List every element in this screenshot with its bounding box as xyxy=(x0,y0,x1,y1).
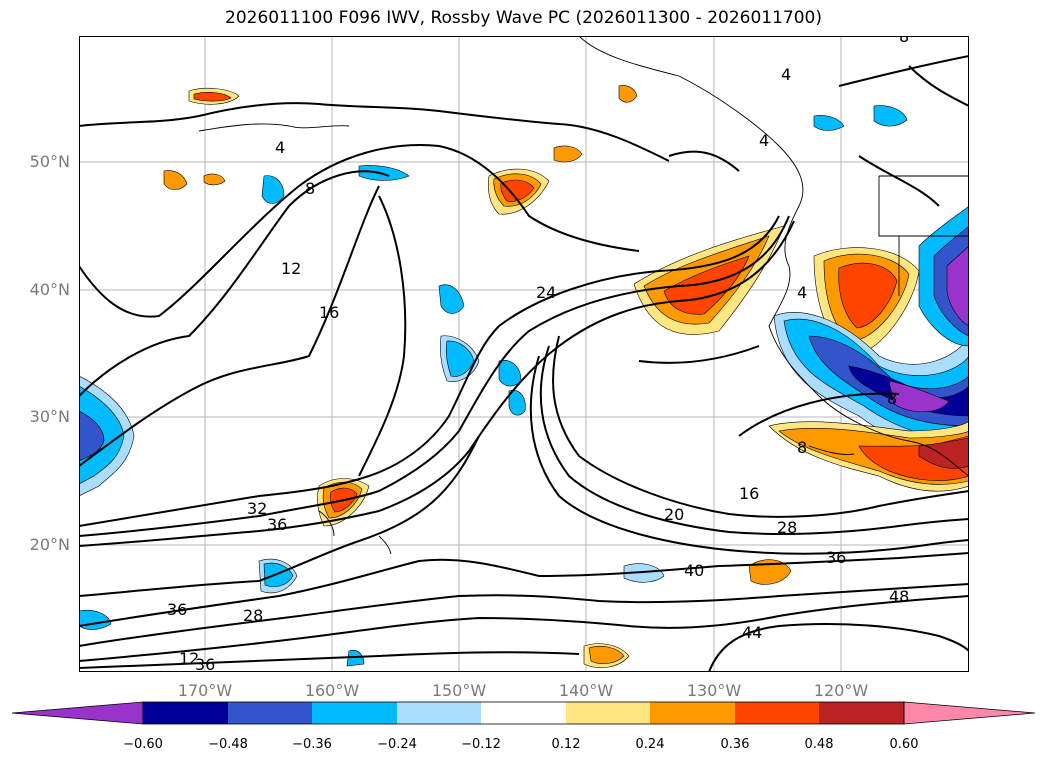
colorbar-tick-label: −0.24 xyxy=(377,737,417,752)
contour-label: 4 xyxy=(759,131,769,150)
contour-label: 24 xyxy=(536,283,556,302)
lon-label-120w: 120°W xyxy=(813,681,869,700)
contour-label: 16 xyxy=(319,303,339,322)
contour-label: 4 xyxy=(781,65,791,84)
lat-label-20n: 20°N xyxy=(29,535,70,554)
contour-labels: 4 8 12 16 24 36 36 28 16 20 28 36 40 44 … xyxy=(167,36,909,672)
lat-label-30n: 30°N xyxy=(29,407,70,426)
contour-label: 44 xyxy=(742,623,762,642)
colorbar-bin xyxy=(397,702,481,724)
map-panel: 4 8 12 16 24 36 36 28 16 20 28 36 40 44 … xyxy=(79,36,969,672)
contour-label: 12 xyxy=(281,259,301,278)
iwv-contours xyxy=(79,55,969,672)
colorbar xyxy=(11,701,1036,725)
contour-label: 48 xyxy=(889,587,909,606)
contour-label: 28 xyxy=(243,606,263,625)
map-svg: 4 8 12 16 24 36 36 28 16 20 28 36 40 44 … xyxy=(79,36,969,672)
lon-label-130w: 130°W xyxy=(686,681,742,700)
colorbar-bin xyxy=(143,702,228,724)
contour-label: 16 xyxy=(739,484,759,503)
lon-label-170w: 170°W xyxy=(177,681,233,700)
contour-label: 20 xyxy=(664,505,684,524)
colorbar-bin xyxy=(566,702,650,724)
colorbar-tick-label: 0.36 xyxy=(720,737,750,752)
contour-label: 36 xyxy=(195,655,215,672)
colorbar-tick-label: −0.48 xyxy=(208,737,248,752)
contour-label: 8 xyxy=(899,36,909,46)
colorbar-bin xyxy=(481,702,566,724)
contour-label: 4 xyxy=(797,283,807,302)
lat-label-40n: 40°N xyxy=(29,280,70,299)
colorbar-tick-label: 0.24 xyxy=(635,737,665,752)
colorbar-bin xyxy=(819,702,904,724)
figure-title: 2026011100 F096 IWV, Rossby Wave PC (202… xyxy=(225,8,822,28)
colorbar-tick-label: −0.12 xyxy=(461,737,501,752)
contour-label: 40 xyxy=(684,561,704,580)
colorbar-tick-label: −0.60 xyxy=(123,737,163,752)
colorbar-tick-label: 0.60 xyxy=(889,737,919,752)
coastlines xyxy=(198,36,969,555)
anomaly-fills xyxy=(79,85,969,669)
gridlines xyxy=(79,36,969,672)
colorbar-tick-label: 0.48 xyxy=(804,737,834,752)
colorbar-tick-label: 0.12 xyxy=(551,737,581,752)
lon-label-160w: 160°W xyxy=(304,681,360,700)
contour-label: 12 xyxy=(179,649,199,668)
colorbar-tick-label: −0.36 xyxy=(292,737,332,752)
lon-label-140w: 140°W xyxy=(558,681,614,700)
contour-label: 8 xyxy=(887,389,897,408)
contour-label: 8 xyxy=(797,438,807,457)
colorbar-bin xyxy=(312,702,397,724)
lat-label-50n: 50°N xyxy=(29,152,70,171)
lon-label-150w: 150°W xyxy=(431,681,487,700)
colorbar-bin xyxy=(650,702,735,724)
contour-label: 32 xyxy=(247,499,267,518)
colorbar-bin xyxy=(735,702,819,724)
contour-label: 36 xyxy=(267,515,287,534)
contour-label: 36 xyxy=(826,548,846,567)
colorbar-extend-max xyxy=(903,701,1036,725)
colorbar-bin xyxy=(228,702,312,724)
colorbar-extend-min xyxy=(11,701,144,725)
contour-label: 36 xyxy=(167,600,187,619)
contour-label: 4 xyxy=(275,138,285,157)
contour-label: 28 xyxy=(777,518,797,537)
contour-label: 8 xyxy=(305,179,315,198)
